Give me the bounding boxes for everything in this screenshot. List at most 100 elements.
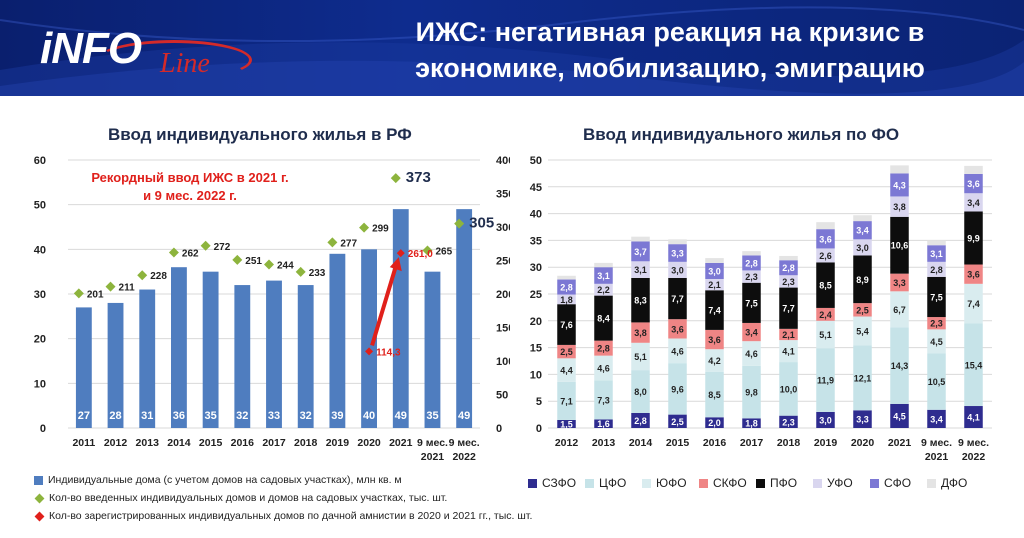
x-tick-label: 2018 [294,437,318,449]
left-chart-title: Ввод индивидуального жилья в РФ [108,125,412,144]
bar [266,280,282,428]
segment-value-label: 3,6 [671,324,684,334]
x-tick-label: 2014 [629,437,653,449]
marker-green-label: 373 [406,169,431,186]
legend-label: УФО [827,476,853,490]
right-chart: 0 5 10 15 20 25 30 35 40 45 50 1,5 7,1 4,4 2,5 7,6 1,8 2,… [530,155,992,463]
stack-segment-ЮФО [631,342,650,371]
segment-value-label: 4,6 [597,363,610,373]
right-chart-legend: СЗФО ЦФО ЮФО СКФО ПФО УФО СФО ДФО [528,476,998,496]
stack-segment-ЦФО [779,362,798,416]
stack-segment-СФО [631,241,650,262]
stack-segment-ДФО [557,275,576,280]
segment-value-label: 3,0 [708,266,721,276]
marker-green-label: 265 [435,246,452,257]
legend-item-markers: Кол-во введенных индивидуальных домов и … [34,492,447,504]
y-tick-label-left: 20 [34,334,46,346]
bar [456,209,473,428]
y-tick-label-left: 40 [34,244,46,256]
stack-segment-УФО [594,283,613,296]
bar-value-label: 36 [173,410,185,422]
stack-segment-УФО [853,239,872,256]
segment-value-label: 3,6 [967,270,980,280]
stack-segment-ЦФО [890,327,909,404]
marker-green [73,288,84,299]
stack-segment-ЮФО [668,338,687,364]
y-tick-label-right: 250 [496,256,510,268]
stack-segment-СФО [816,229,835,249]
segment-value-label: 2,3 [930,319,943,329]
marker-red-label: 261,0 [408,249,433,260]
marker-green [454,218,465,229]
logo-line-text: Line [160,48,210,79]
segment-value-label: 3,3 [856,415,869,425]
stack-segment-ПФО [594,295,613,341]
segment-value-label: 3,0 [856,243,869,253]
marker-green [137,270,148,281]
stack-segment-СЗФО [557,419,576,428]
segment-value-label: 3,4 [930,414,943,424]
bar-value-label: 31 [141,410,153,422]
bar-value-label: 32 [236,410,248,422]
segment-value-label: 3,1 [597,271,610,281]
bar [361,249,377,428]
x-tick-label-2: 2021 [925,451,949,463]
record-annotation-line1: Рекордный ввод ИЖС в 2021 г. [91,170,288,185]
stack-segment-ЮФО [816,320,835,349]
stack-segment-СЗФО [816,411,835,428]
stack-segment-ПФО [816,262,835,308]
x-tick-label: 2017 [262,437,286,449]
stack-segment-СФО [668,244,687,262]
bar [329,253,346,428]
bar-value-label: 39 [331,410,343,422]
stack-segment-СЗФО [705,417,724,428]
segment-value-label: 3,4 [967,198,980,208]
bar-value-label: 27 [78,410,90,422]
stack-segment-СФО [964,173,983,194]
stack-segment-ДФО [927,240,946,246]
segment-value-label: 2,2 [597,285,610,295]
segment-value-label: 4,5 [930,337,943,347]
legend-swatch-bars [34,475,43,485]
legend-label: СЗФО [542,476,577,490]
x-tick-label: 2016 [231,437,255,449]
stack-segment-СФО [742,255,761,271]
marker-green [232,254,243,265]
y-tick-label-left: 10 [34,378,46,390]
stack-segment-СКФО [927,317,946,330]
y-tick-label: 0 [536,423,542,435]
stack-segment-ЦФО [705,371,724,418]
legend-item-УФО: УФО [813,476,853,490]
stack-segment-ЮФО [964,283,983,324]
segment-value-label: 5,1 [819,330,832,340]
stack-segment-СКФО [705,329,724,350]
stack-segment-ЦФО [557,381,576,420]
x-tick-label: 9 мес. [921,437,952,449]
y-tick-label-left: 0 [40,423,46,435]
stack-segment-ЦФО [927,353,946,410]
x-tick-label: 2019 [814,437,838,449]
stack-segment-ЦФО [964,323,983,407]
slide-title: ИЖС: негативная реакция на кризис в экон… [330,14,1010,86]
segment-value-label: 2,1 [782,330,795,340]
y-tick-label: 40 [530,209,542,221]
stack-segment-СЗФО [927,409,946,428]
marker-green-label: 251 [245,256,262,267]
stack-segment-ПФО [668,277,687,320]
segment-value-label: 7,3 [597,395,610,405]
segment-value-label: 3,1 [930,249,943,259]
stack-segment-ЦФО [631,370,650,413]
stack-segment-ДФО [594,262,613,268]
bar [107,302,124,428]
segment-value-label: 4,1 [782,347,795,357]
stack-segment-ПФО [631,277,650,323]
x-tick-label: 9 мес. [417,437,448,449]
y-tick-label: 50 [530,155,542,167]
y-tick-label: 10 [530,369,542,381]
stack-segment-УФО [742,270,761,283]
legend-item-СФО: СФО [870,476,911,490]
segment-value-label: 9,6 [671,384,684,394]
stack-segment-ПФО [742,282,761,323]
legend-swatch-markers [34,493,45,504]
y-tick-label: 30 [530,262,542,274]
